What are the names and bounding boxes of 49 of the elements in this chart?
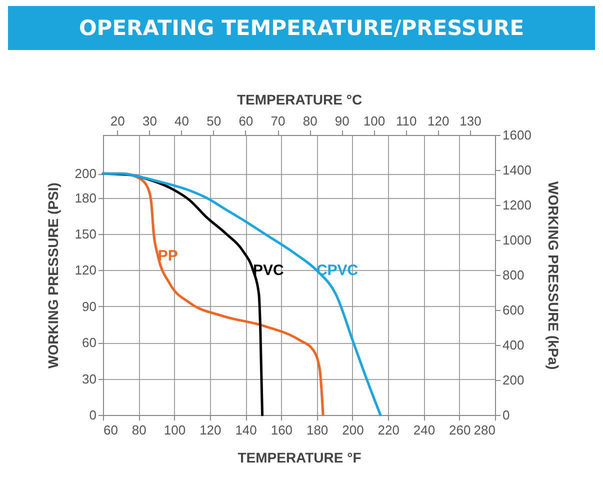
x-tick-label: 140	[235, 422, 257, 438]
x-axis-title: TEMPERATURE °F	[238, 450, 362, 466]
x-tick-label: 160	[270, 422, 293, 438]
x-tick-label: 280	[474, 422, 496, 438]
x2-tick-label: 110	[396, 114, 417, 128]
x2-tick-label: 30	[142, 114, 157, 128]
x2-tick-label: 70	[270, 114, 286, 128]
y2-tick-label: 400	[502, 338, 524, 352]
y2-tick-label: 200	[502, 372, 524, 388]
x-tick-label: 80	[132, 422, 146, 438]
y-tick-label: 150	[74, 226, 96, 242]
y-tick-label: 200	[74, 166, 96, 182]
series-label: PP	[158, 248, 178, 265]
y2-axis-title: WORKING PRESSURE (kPa)	[545, 181, 562, 370]
x2-tick-label: 60	[238, 114, 254, 128]
x-tick-label: 240	[413, 422, 436, 438]
x-tick-label: 220	[378, 422, 400, 438]
x2-tick-label: 90	[334, 114, 350, 128]
y-tick-label: 30	[82, 371, 96, 386]
y2-tick-label: 1000	[502, 232, 532, 248]
x-tick-label: 60	[104, 422, 118, 438]
y-tick-label: 90	[82, 298, 96, 314]
x2-tick-label: 120	[428, 114, 450, 128]
series-label: PVC	[253, 262, 284, 280]
y2-tick-label: 800	[502, 268, 524, 282]
y-tick-label: 60	[82, 335, 96, 350]
y-tick-label: 120	[74, 262, 96, 278]
y2-tick-label: 1600	[502, 128, 532, 142]
line-series	[102, 172, 382, 416]
x2-tick-label: 50	[206, 114, 222, 128]
x-tick-label: 260	[449, 422, 471, 438]
x-tick-label: 180	[306, 422, 328, 438]
x2-tick-label: 40	[174, 114, 190, 128]
x2-tick-label: 130	[460, 114, 482, 128]
x2-tick-label: 20	[110, 114, 125, 128]
y2-tick-label: 1200	[502, 198, 532, 212]
y-tick-label: 0	[89, 408, 96, 422]
x2-axis-title: TEMPERATURE °C	[236, 92, 362, 108]
x-tick-label: 200	[342, 422, 364, 438]
y2-tick-label: 1400	[502, 162, 532, 178]
y-axis-title: WORKING PRESSURE (PSI)	[44, 182, 61, 368]
x2-tick-label: 100	[363, 114, 386, 128]
y2-tick-label: 600	[502, 302, 524, 318]
x2-tick-label: 80	[302, 114, 318, 128]
x-tick-label: 100	[164, 422, 186, 438]
y-tick-label: 180	[74, 190, 96, 206]
y2-tick-label: 0	[502, 408, 510, 422]
x-tick-label: 120	[200, 422, 222, 438]
chart-title: OPERATING TEMPERATURE/PRESSURE	[8, 6, 595, 50]
